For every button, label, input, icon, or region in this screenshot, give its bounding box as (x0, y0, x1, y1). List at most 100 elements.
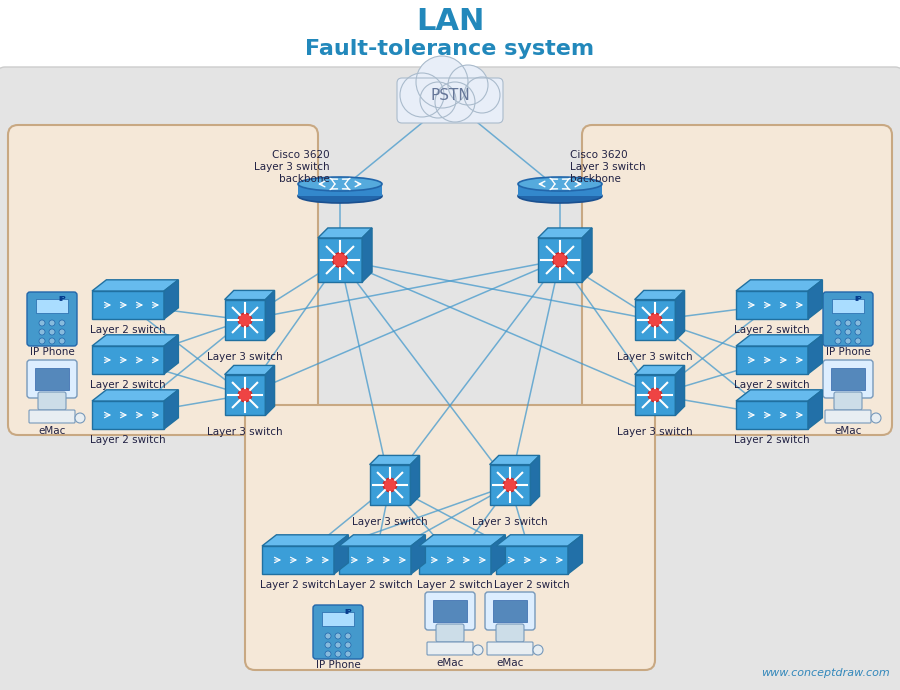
FancyBboxPatch shape (634, 299, 675, 340)
Polygon shape (736, 390, 823, 401)
FancyBboxPatch shape (825, 410, 871, 423)
FancyBboxPatch shape (433, 600, 467, 622)
FancyBboxPatch shape (538, 238, 582, 282)
FancyBboxPatch shape (831, 368, 865, 390)
Text: IP: IP (58, 296, 66, 302)
Polygon shape (808, 390, 823, 429)
FancyBboxPatch shape (27, 292, 77, 346)
Circle shape (345, 633, 351, 639)
Circle shape (845, 320, 851, 326)
Circle shape (648, 313, 662, 327)
Polygon shape (362, 228, 372, 282)
Text: Layer 2 switch: Layer 2 switch (90, 435, 166, 445)
FancyBboxPatch shape (318, 238, 362, 282)
FancyBboxPatch shape (823, 360, 873, 398)
Polygon shape (92, 280, 178, 291)
Polygon shape (410, 455, 419, 505)
Text: eMac: eMac (436, 658, 464, 668)
Circle shape (39, 329, 45, 335)
Ellipse shape (518, 189, 602, 203)
FancyBboxPatch shape (736, 401, 808, 429)
FancyBboxPatch shape (225, 375, 266, 415)
Circle shape (49, 338, 55, 344)
Circle shape (335, 651, 341, 657)
Circle shape (75, 413, 85, 423)
Polygon shape (334, 535, 348, 574)
FancyBboxPatch shape (36, 299, 68, 313)
Circle shape (238, 388, 252, 402)
FancyBboxPatch shape (397, 78, 503, 123)
Polygon shape (634, 366, 685, 375)
FancyBboxPatch shape (496, 546, 568, 574)
Polygon shape (164, 390, 178, 429)
Text: Layer 3 switch: Layer 3 switch (617, 427, 693, 437)
Polygon shape (411, 535, 426, 574)
Text: eMac: eMac (39, 426, 66, 436)
Circle shape (416, 56, 468, 108)
FancyBboxPatch shape (436, 624, 464, 642)
Polygon shape (419, 535, 506, 546)
Circle shape (533, 645, 543, 655)
Ellipse shape (518, 177, 602, 191)
Circle shape (335, 642, 341, 648)
FancyBboxPatch shape (834, 392, 862, 410)
Text: IP Phone: IP Phone (316, 660, 360, 670)
Circle shape (59, 338, 65, 344)
FancyBboxPatch shape (485, 592, 535, 630)
FancyBboxPatch shape (419, 546, 491, 574)
FancyBboxPatch shape (339, 546, 411, 574)
Polygon shape (808, 280, 823, 319)
FancyBboxPatch shape (736, 291, 808, 319)
FancyBboxPatch shape (8, 125, 318, 435)
FancyBboxPatch shape (518, 184, 602, 196)
Text: Layer 2 switch: Layer 2 switch (260, 580, 336, 590)
FancyBboxPatch shape (298, 184, 382, 196)
Circle shape (464, 77, 500, 113)
Circle shape (325, 633, 331, 639)
Polygon shape (370, 455, 419, 464)
Polygon shape (675, 290, 685, 340)
Polygon shape (262, 535, 348, 546)
FancyBboxPatch shape (832, 299, 864, 313)
Text: backbone: backbone (279, 174, 330, 184)
Text: Layer 2 switch: Layer 2 switch (418, 580, 493, 590)
Circle shape (345, 642, 351, 648)
Circle shape (835, 338, 841, 344)
FancyBboxPatch shape (493, 600, 527, 622)
Circle shape (325, 651, 331, 657)
Text: Cisco 3620: Cisco 3620 (570, 150, 627, 160)
Text: Layer 3 switch: Layer 3 switch (472, 517, 548, 527)
FancyBboxPatch shape (823, 292, 873, 346)
Text: PSTN: PSTN (430, 88, 470, 103)
Circle shape (59, 320, 65, 326)
FancyBboxPatch shape (427, 642, 473, 655)
Text: Layer 2 switch: Layer 2 switch (494, 580, 570, 590)
Circle shape (49, 329, 55, 335)
Polygon shape (736, 335, 823, 346)
FancyBboxPatch shape (29, 410, 75, 423)
Circle shape (238, 313, 252, 327)
FancyBboxPatch shape (92, 401, 164, 429)
Text: Fault-tolerance system: Fault-tolerance system (305, 39, 595, 59)
Circle shape (835, 320, 841, 326)
FancyBboxPatch shape (38, 392, 66, 410)
FancyBboxPatch shape (736, 346, 808, 374)
FancyBboxPatch shape (582, 125, 892, 435)
FancyBboxPatch shape (322, 612, 354, 626)
Text: LAN: LAN (416, 8, 484, 37)
Polygon shape (808, 335, 823, 374)
Polygon shape (490, 455, 540, 464)
Ellipse shape (298, 177, 382, 191)
Polygon shape (675, 366, 685, 415)
Polygon shape (92, 335, 178, 346)
FancyBboxPatch shape (225, 299, 266, 340)
Text: Layer 2 switch: Layer 2 switch (338, 580, 413, 590)
Circle shape (49, 320, 55, 326)
Polygon shape (339, 535, 426, 546)
FancyBboxPatch shape (370, 464, 410, 505)
FancyBboxPatch shape (490, 464, 530, 505)
Circle shape (855, 329, 861, 335)
Polygon shape (582, 228, 592, 282)
FancyBboxPatch shape (313, 605, 363, 659)
Circle shape (835, 329, 841, 335)
